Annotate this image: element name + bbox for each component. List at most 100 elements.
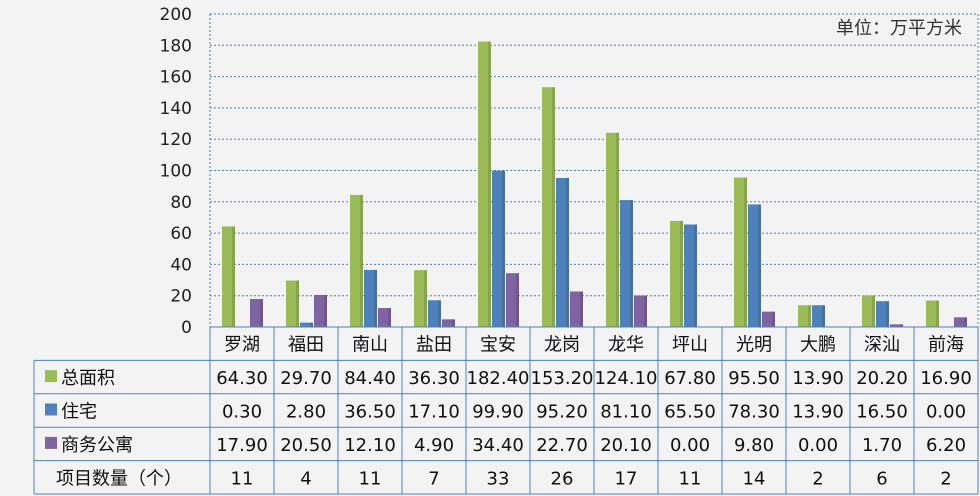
table-cell: 6	[876, 468, 887, 489]
bar	[364, 269, 377, 327]
bar	[620, 200, 633, 327]
category-label: 宝安	[480, 335, 516, 356]
bar	[506, 273, 519, 327]
table-cell: 26	[551, 468, 574, 489]
table-cell: 22.70	[536, 435, 588, 456]
bar	[286, 280, 299, 327]
gridlines	[209, 13, 979, 328]
table-cell: 36.30	[408, 368, 460, 389]
y-tick-label: 60	[170, 224, 192, 244]
table-cell: 95.20	[536, 402, 588, 423]
bar	[606, 132, 619, 327]
table-cell: 81.10	[600, 402, 652, 423]
table-cell: 36.50	[344, 402, 396, 423]
bar	[798, 305, 811, 327]
table-cell: 11	[679, 468, 702, 489]
y-tick-label: 160	[160, 68, 192, 88]
table-cell: 16.50	[856, 402, 908, 423]
unit-label: 单位：万平方米	[836, 18, 962, 39]
bar	[684, 224, 697, 327]
category-label: 福田	[288, 335, 324, 356]
bar	[314, 294, 327, 327]
bar	[670, 220, 683, 327]
table-cell: 67.80	[664, 368, 716, 389]
bar	[350, 194, 363, 327]
table-cell: 65.50	[664, 402, 716, 423]
table-cell: 16.90	[920, 368, 972, 389]
table-cell: 153.20	[531, 368, 594, 389]
table-cell: 7	[428, 468, 439, 489]
row-label: 商务公寓	[61, 435, 133, 456]
bar	[926, 300, 939, 327]
table-cell: 1.70	[862, 435, 902, 456]
table-cell: 9.80	[734, 435, 774, 456]
category-label: 前海	[928, 335, 964, 356]
category-label: 盐田	[416, 335, 452, 356]
table-cell: 4	[300, 468, 311, 489]
bar	[812, 305, 825, 327]
table-cell: 99.90	[472, 402, 524, 423]
table-cell: 2.80	[286, 402, 326, 423]
table-cell: 29.70	[280, 368, 332, 389]
table-cell: 13.90	[792, 402, 844, 423]
table-cell: 12.10	[344, 435, 396, 456]
legend-swatch	[45, 370, 57, 383]
table-cell: 2	[812, 468, 823, 489]
table-cell: 78.30	[728, 402, 780, 423]
y-tick-label: 40	[170, 255, 192, 275]
bar	[954, 317, 967, 327]
y-axis: 0 20 40 60 80 100 120 140 160 180 200	[160, 5, 192, 338]
category-label: 罗湖	[224, 335, 260, 356]
table-cell: 0.30	[222, 402, 262, 423]
table-cell: 64.30	[216, 368, 268, 389]
legend-swatch	[45, 436, 57, 449]
category-label: 光明	[736, 335, 772, 356]
category-label: 南山	[352, 335, 388, 356]
y-tick-label: 80	[170, 193, 192, 213]
table-cell: 2	[940, 468, 951, 489]
table-cell: 0.00	[926, 402, 966, 423]
table-cell: 4.90	[414, 435, 454, 456]
bar	[414, 270, 427, 327]
bar	[556, 178, 569, 327]
y-tick-label: 20	[170, 287, 192, 307]
row-label: 住宅	[61, 402, 97, 423]
table-cell: 6.20	[926, 435, 966, 456]
bar	[734, 177, 747, 327]
table-cell: 124.10	[595, 368, 658, 389]
category-label: 龙岗	[544, 335, 580, 356]
table-cell: 11	[231, 468, 254, 489]
bar	[762, 311, 775, 327]
y-tick-label: 120	[160, 130, 192, 150]
bar	[542, 87, 555, 327]
bar	[478, 41, 491, 327]
table-cell: 34.40	[472, 435, 524, 456]
row-label: 项目数量（个）	[56, 468, 182, 489]
table-cell: 13.90	[792, 368, 844, 389]
bar	[634, 295, 647, 327]
y-tick-label: 0	[181, 318, 192, 338]
table-cell: 84.40	[344, 368, 396, 389]
y-tick-label: 200	[160, 5, 192, 25]
bar	[862, 295, 875, 327]
bar	[250, 298, 263, 327]
bar	[876, 301, 889, 327]
table-cell: 182.40	[467, 368, 530, 389]
table-cell: 33	[487, 468, 510, 489]
table-cell: 11	[359, 468, 382, 489]
y-tick-label: 100	[160, 162, 192, 182]
category-label: 大鹏	[800, 335, 836, 356]
category-label: 深汕	[864, 335, 900, 356]
bars	[222, 41, 967, 327]
bar	[492, 170, 505, 327]
bar	[570, 291, 583, 327]
table-cell: 95.50	[728, 368, 780, 389]
y-tick-label: 180	[160, 36, 192, 56]
bar	[378, 308, 391, 327]
row-label: 总面积	[61, 368, 115, 389]
table-cell: 20.20	[856, 368, 908, 389]
bar	[748, 204, 761, 327]
table-cell: 14	[743, 468, 766, 489]
